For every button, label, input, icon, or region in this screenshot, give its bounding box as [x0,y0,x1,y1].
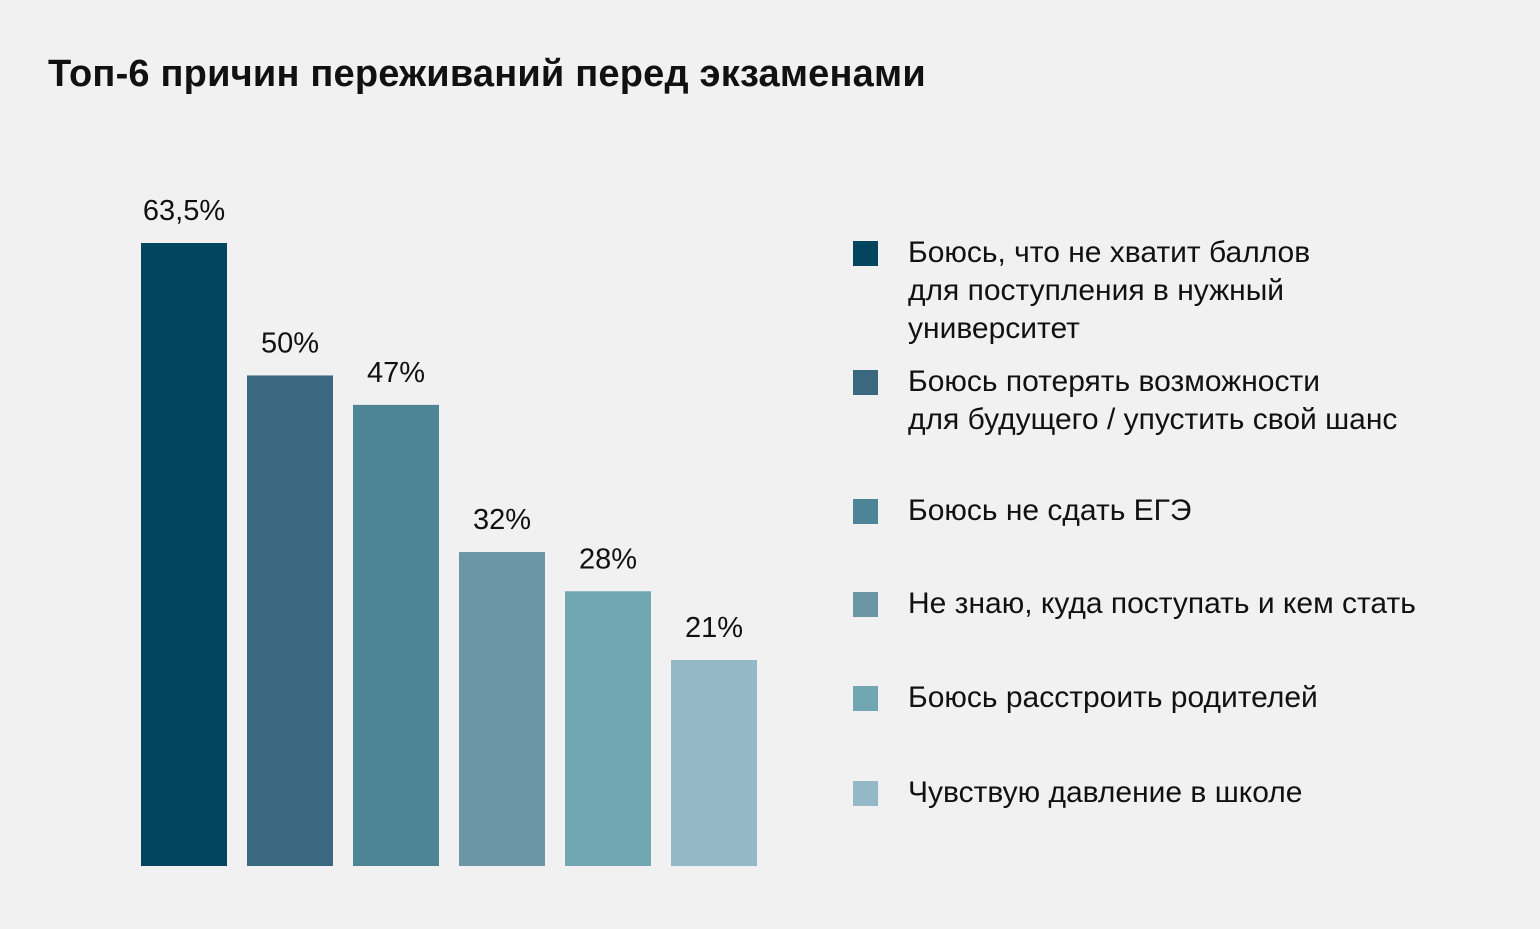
bar-value-label: 47% [367,357,425,389]
chart-legend: Боюсь, что не хватит баллов для поступле… [852,0,1512,929]
legend-label: Чувствую давление в школе [908,776,1303,809]
legend-label: Не знаю, куда поступать и кем стать [908,587,1416,620]
legend-label: Боюсь расстроить родителей [908,681,1318,714]
legend-swatch [853,241,878,266]
bar [247,375,333,866]
bar-value-label: 32% [473,504,531,536]
bar [565,591,651,866]
bar [671,659,757,866]
legend-label: Боюсь потерять возможности для будущего … [908,365,1398,436]
bar [459,552,545,866]
bar-value-label: 21% [685,612,743,644]
legend-swatch [853,781,878,806]
chart-title: Топ-6 причин переживаний перед экзаменам… [48,53,926,95]
bar-chart: 63,5% 50% 47% 32% 28% 21% [141,195,757,866]
bar-value-label: 28% [579,543,637,575]
bar-value-label: 50% [261,327,319,359]
bar-value-label: 63,5% [143,195,225,227]
legend-swatch [853,592,878,617]
legend-label: Боюсь не сдать ЕГЭ [908,494,1192,527]
legend-label: Боюсь, что не хватит баллов для поступле… [908,236,1311,345]
legend-swatch [853,686,878,711]
bar [353,404,439,866]
bar [141,243,227,866]
legend-swatch [853,370,878,395]
legend-swatch [853,499,878,524]
